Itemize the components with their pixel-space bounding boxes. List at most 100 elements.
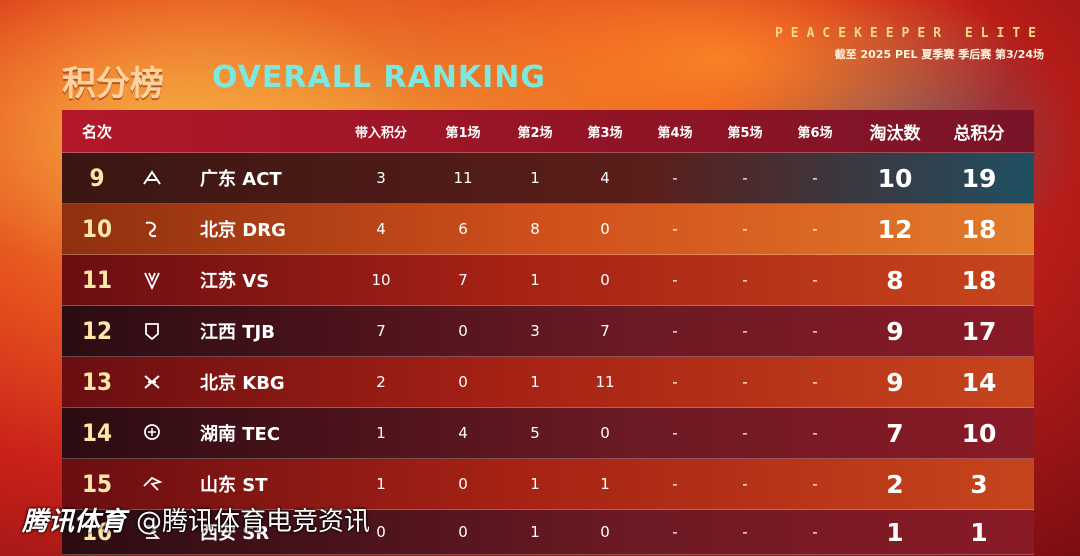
table-row: 11 江苏 VS 10 7 1 0- - -8 18 <box>62 255 1034 306</box>
team-name: 北京 KBG <box>200 373 285 394</box>
carry-cell: 1 <box>376 475 386 493</box>
g3-cell: 1 <box>600 475 610 493</box>
g2-cell: 1 <box>530 373 540 391</box>
g4-cell: - <box>672 271 678 289</box>
g4-cell: - <box>672 523 678 541</box>
team-name: 西安 SR <box>200 523 270 544</box>
g6-cell: - <box>812 220 818 238</box>
carry-cell: 0 <box>376 523 386 541</box>
header-game6: 第6场 <box>797 125 833 141</box>
team-name: 北京 DRG <box>200 220 286 241</box>
header-game2: 第2场 <box>517 125 553 141</box>
g4-cell: - <box>672 475 678 493</box>
g2-cell: 5 <box>530 424 540 442</box>
watermark-brand: 腾讯体育 <box>22 507 127 537</box>
rank-cell: 9 <box>89 164 105 192</box>
rank-cell: 10 <box>81 215 113 243</box>
page-title-en: OVERALL RANKING <box>212 60 546 95</box>
g6-cell: - <box>812 424 818 442</box>
g3-cell: 0 <box>600 523 610 541</box>
g5-cell: - <box>742 220 748 238</box>
g5-cell: - <box>742 373 748 391</box>
header-kills: 淘汰数 <box>869 123 921 144</box>
header-total: 总积分 <box>953 123 1005 144</box>
g1-cell: 0 <box>458 322 468 340</box>
kill-cell: 10 <box>877 163 913 193</box>
header-carry: 带入积分 <box>354 125 407 141</box>
g6-cell: - <box>812 169 818 187</box>
carry-cell: 4 <box>376 220 386 238</box>
rank-cell: 12 <box>81 317 113 345</box>
g1-cell: 4 <box>458 424 468 442</box>
header-game1: 第1场 <box>445 125 481 141</box>
carry-cell: 7 <box>376 322 386 340</box>
g6-cell: - <box>812 523 818 541</box>
g6-cell: - <box>812 475 818 493</box>
rank-cell: 13 <box>81 368 113 396</box>
carry-cell: 3 <box>376 169 386 187</box>
total-cell: 10 <box>961 418 997 448</box>
st-logo-icon <box>132 472 172 496</box>
carry-cell: 1 <box>376 424 386 442</box>
g4-cell: - <box>672 424 678 442</box>
g3-cell: 11 <box>595 373 615 391</box>
g6-cell: - <box>812 322 818 340</box>
watermark: 腾讯体育 @腾讯体育电竞资讯 <box>22 501 370 538</box>
watermark-handle: @腾讯体育电竞资讯 <box>136 507 371 537</box>
g1-cell: 6 <box>458 220 468 238</box>
kill-cell: 7 <box>886 418 904 448</box>
g2-cell: 3 <box>530 322 540 340</box>
g2-cell: 8 <box>530 220 540 238</box>
rank-cell: 11 <box>81 266 113 294</box>
g2-cell: 1 <box>530 271 540 289</box>
g4-cell: - <box>672 169 678 187</box>
carry-cell: 2 <box>376 373 386 391</box>
kill-cell: 9 <box>886 316 904 346</box>
g6-cell: - <box>812 271 818 289</box>
table-row: 14 湖南 TEC 1 4 5 0- - -7 10 <box>62 408 1034 459</box>
g6-cell: - <box>812 373 818 391</box>
team-name: 江苏 VS <box>200 271 270 292</box>
g1-cell: 11 <box>453 169 473 187</box>
page-title-cn: 积分榜 <box>62 64 164 104</box>
progress-caption: 截至 2025 PEL 夏季赛 季后赛 第3/24场 <box>834 48 1044 61</box>
table-row: 9 广东 ACT 3 11 1 4- - -10 19 <box>62 153 1034 204</box>
kill-cell: 9 <box>886 367 904 397</box>
g4-cell: - <box>672 322 678 340</box>
table-body: 9 广东 ACT 3 11 1 4- - -10 19 10 北京 DRG 4 6 8 0- - -12 18 11… <box>62 153 1034 555</box>
g5-cell: - <box>742 169 748 187</box>
vs-logo-icon <box>132 268 172 292</box>
g4-cell: - <box>672 220 678 238</box>
g3-cell: 4 <box>600 169 610 187</box>
table-row: 16 西安 SR 0 0 1 0 - - - 1 1 <box>62 510 1034 555</box>
team-name: 湖南 TEC <box>200 424 281 445</box>
kill-cell: 1 <box>886 517 904 547</box>
ranking-table: 名次 带入积分 第1场 第2场 第3场 第4场 第5场 第6场 淘汰数 总积分 … <box>62 110 1034 555</box>
total-cell: 17 <box>961 316 997 346</box>
table-row: 13 北京 KBG 2 0 1 11- - -9 14 <box>62 357 1034 408</box>
table-header: 名次 带入积分 第1场 第2场 第3场 第4场 第5场 第6场 淘汰数 总积分 <box>62 110 1034 153</box>
header-game3: 第3场 <box>587 125 623 141</box>
total-cell: 3 <box>970 469 988 499</box>
team-name: 江西 TJB <box>200 322 275 343</box>
header-game4: 第4场 <box>657 125 693 141</box>
header-rank: 名次 <box>81 122 112 141</box>
g2-cell: 1 <box>530 523 540 541</box>
g1-cell: 0 <box>458 475 468 493</box>
table-row: 10 北京 DRG 4 6 8 0 - - - 12 18 <box>62 204 1034 255</box>
kbg-logo-icon <box>132 370 172 394</box>
g1-cell: 7 <box>458 271 468 289</box>
g3-cell: 0 <box>600 424 610 442</box>
rank-cell: 16 <box>81 518 113 546</box>
drg-logo-icon <box>132 217 172 241</box>
total-cell: 18 <box>961 214 997 244</box>
g4-cell: - <box>672 373 678 391</box>
g2-cell: 1 <box>530 475 540 493</box>
g5-cell: - <box>742 322 748 340</box>
rank-cell: 15 <box>81 470 113 498</box>
team-name: 山东 ST <box>200 475 268 496</box>
kill-cell: 8 <box>886 265 904 295</box>
table-row: 15 山东 ST 1 0 1 1 - - - 2 3 <box>62 459 1034 510</box>
g3-cell: 0 <box>600 271 610 289</box>
g5-cell: - <box>742 424 748 442</box>
